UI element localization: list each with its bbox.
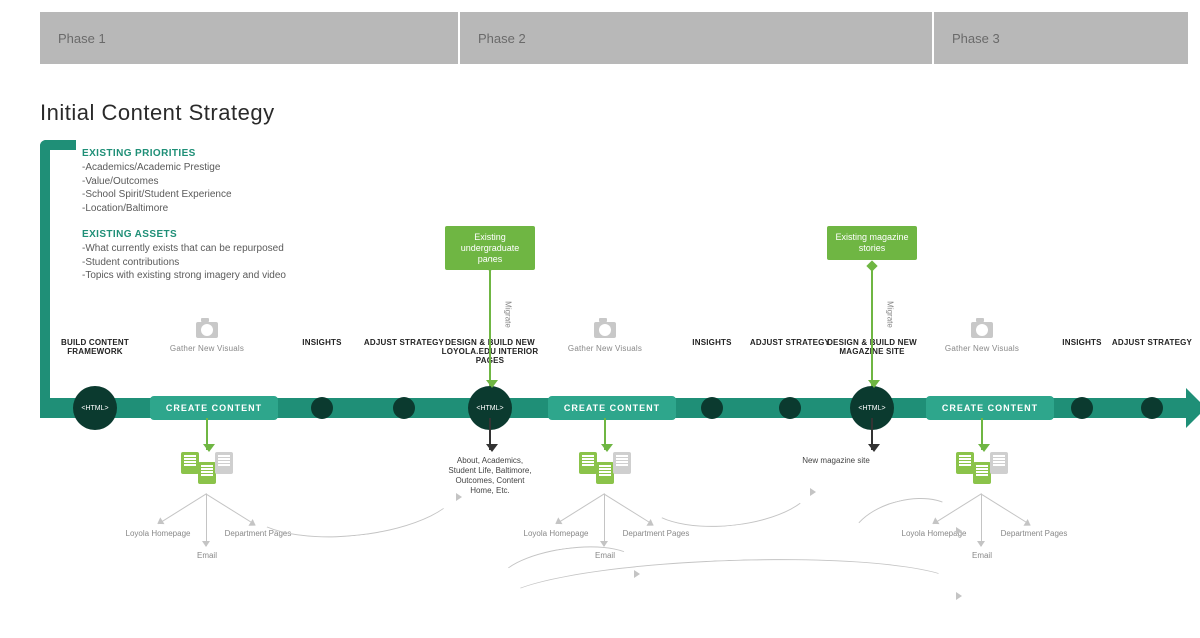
flow-curve-arrowhead-icon [456, 493, 462, 501]
timeline-node-label: ADJUST STRATEGY [1097, 338, 1200, 347]
asset-line: -Topics with existing strong imagery and… [82, 269, 412, 283]
fan-arrow-icon [981, 494, 1030, 525]
timeline-node-label: BUILD CONTENT FRAMEWORK [40, 338, 150, 356]
callout-arrow-icon [871, 268, 873, 386]
fan-out-label: Department Pages [621, 530, 691, 539]
assets-heading: EXISTING ASSETS [82, 229, 412, 240]
milestone-dot-icon [701, 397, 723, 419]
left-bracket-icon [40, 140, 50, 410]
fan-out-label: Loyola Homepage [123, 530, 193, 539]
create-content-pill: CREATE CONTENT [150, 396, 278, 420]
timeline-node-label: Gather New Visuals [152, 344, 262, 353]
milestone-dot-icon [393, 397, 415, 419]
down-arrow-icon [871, 418, 873, 450]
callout-box: Existing magazine stories [827, 226, 917, 260]
milestone-dot-icon [1071, 397, 1093, 419]
timeline-node-label: Gather New Visuals [550, 344, 660, 353]
column-label: New magazine site [791, 456, 881, 466]
fan-out-label: Department Pages [999, 530, 1069, 539]
milestone-dot-icon [1141, 397, 1163, 419]
fan-arrow-icon [556, 493, 605, 524]
phase-label: Phase 1 [58, 31, 106, 46]
fan-arrow-icon [981, 494, 982, 546]
phase-label: Phase 3 [952, 31, 1000, 46]
phase-header: Phase 1 Phase 2 Phase 3 [40, 12, 1188, 64]
priorities-heading: EXISTING PRIORITIES [82, 148, 412, 159]
migrate-label: Migrate [886, 301, 895, 328]
priority-line: -School Spirit/Student Experience [82, 188, 412, 202]
page-title: Initial Content Strategy [40, 100, 275, 126]
phase-cell: Phase 2 [460, 12, 932, 64]
asset-line: -What currently exists that can be repur… [82, 242, 412, 256]
html-node-icon: <HTML> [73, 386, 117, 430]
flow-curve-arrowhead-icon [810, 488, 816, 496]
asset-line: -Student contributions [82, 256, 412, 270]
fan-out-label: Loyola Homepage [521, 530, 591, 539]
phase-cell: Phase 1 [40, 12, 458, 64]
document-cluster-icon [954, 448, 1010, 494]
create-content-pill: CREATE CONTENT [926, 396, 1054, 420]
fan-arrow-icon [206, 494, 207, 546]
document-cluster-icon [577, 448, 633, 494]
camera-icon [594, 322, 616, 338]
camera-icon [196, 322, 218, 338]
fan-out-label: Email [947, 552, 1017, 561]
priority-line: -Academics/Academic Prestige [82, 161, 412, 175]
fan-out-label: Email [172, 552, 242, 561]
down-arrow-icon [604, 418, 606, 450]
fan-arrow-icon [158, 493, 207, 524]
fan-arrow-icon [604, 494, 605, 546]
info-blocks: EXISTING PRIORITIES -Academics/Academic … [82, 148, 412, 283]
timeline-node-label: Gather New Visuals [927, 344, 1037, 353]
phase-cell: Phase 3 [934, 12, 1188, 64]
priority-line: -Location/Baltimore [82, 202, 412, 216]
migrate-label: Migrate [504, 301, 513, 328]
down-arrow-icon [206, 418, 208, 450]
phase-label: Phase 2 [478, 31, 526, 46]
down-arrow-icon [981, 418, 983, 450]
priority-line: -Value/Outcomes [82, 175, 412, 189]
document-cluster-icon [179, 448, 235, 494]
camera-icon [971, 322, 993, 338]
create-content-pill: CREATE CONTENT [548, 396, 676, 420]
milestone-dot-icon [311, 397, 333, 419]
flow-curve-arrowhead-icon [956, 592, 962, 600]
down-arrow-icon [489, 418, 491, 450]
flow-curve-arrowhead-icon [956, 527, 962, 535]
milestone-dot-icon [779, 397, 801, 419]
callout-arrow-icon [489, 268, 491, 386]
